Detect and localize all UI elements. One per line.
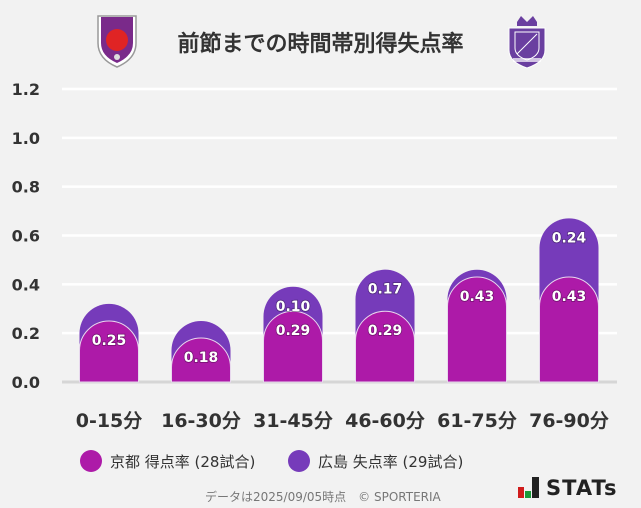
data-label-kyoto: 0.43 <box>460 289 495 305</box>
legend-swatch-kyoto <box>80 450 102 472</box>
y-tick-label: 0.4 <box>12 275 40 294</box>
data-label-kyoto: 0.18 <box>184 350 219 366</box>
legend-item-kyoto: 京都 得点率 (28試合) <box>80 450 255 472</box>
y-tick-label: 0.6 <box>12 227 40 246</box>
bar-kyoto <box>539 276 599 383</box>
y-tick-label: 0.0 <box>12 373 40 392</box>
x-tick-label: 61-75分 <box>437 410 517 432</box>
footer-note: データは2025/09/05時点 © SPORTERIA <box>205 490 441 504</box>
data-label-hiroshima: 0.24 <box>552 230 587 246</box>
bar-kyoto <box>355 310 415 383</box>
legend-item-hiroshima: 広島 失点率 (29試合) <box>288 450 463 472</box>
stats-bars-icon <box>518 477 539 498</box>
bar-chart: 0.0 0.2 0.4 0.6 0.8 1.0 1.2 0.25 0-15分 0.18 16-30分… <box>12 80 617 432</box>
y-tick-label: 0.2 <box>12 324 40 343</box>
chart-title: 前節までの時間帯別得失点率 <box>177 32 464 57</box>
bar-kyoto <box>79 320 139 383</box>
legend-label-hiroshima: 広島 失点率 (29試合) <box>318 452 464 471</box>
x-tick-label: 76-90分 <box>529 410 609 432</box>
y-tick-label: 0.8 <box>12 178 40 197</box>
data-label-kyoto: 0.29 <box>368 323 403 339</box>
data-label-kyoto: 0.43 <box>552 289 587 305</box>
data-label-kyoto: 0.29 <box>276 323 311 339</box>
x-tick-label: 31-45分 <box>253 410 333 432</box>
bar-kyoto <box>263 310 323 383</box>
data-label-kyoto: 0.25 <box>92 333 127 349</box>
x-tick-label: 16-30分 <box>161 410 241 432</box>
y-tick-label: 1.0 <box>12 129 40 148</box>
x-tick-label: 0-15分 <box>76 410 143 432</box>
legend-swatch-hiroshima <box>288 450 310 472</box>
legend-label-kyoto: 京都 得点率 (28試合) <box>110 452 256 471</box>
kyoto-sanga-logo <box>96 13 138 73</box>
bar-kyoto <box>447 276 507 383</box>
x-tick-label: 46-60分 <box>345 410 425 432</box>
data-label-hiroshima: 0.10 <box>276 299 311 315</box>
data-label-hiroshima: 0.17 <box>368 282 403 298</box>
stats-brand: STATs <box>546 476 618 500</box>
bar-kyoto <box>171 337 231 383</box>
sanfrecce-hiroshima-logo <box>503 14 551 74</box>
y-tick-label: 1.2 <box>12 80 40 99</box>
stats-logo: STATs <box>518 477 617 499</box>
